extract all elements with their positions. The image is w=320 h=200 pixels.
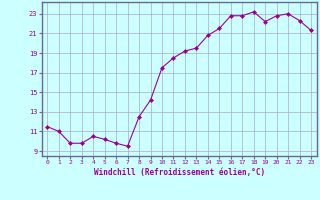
X-axis label: Windchill (Refroidissement éolien,°C): Windchill (Refroidissement éolien,°C) <box>94 168 265 177</box>
